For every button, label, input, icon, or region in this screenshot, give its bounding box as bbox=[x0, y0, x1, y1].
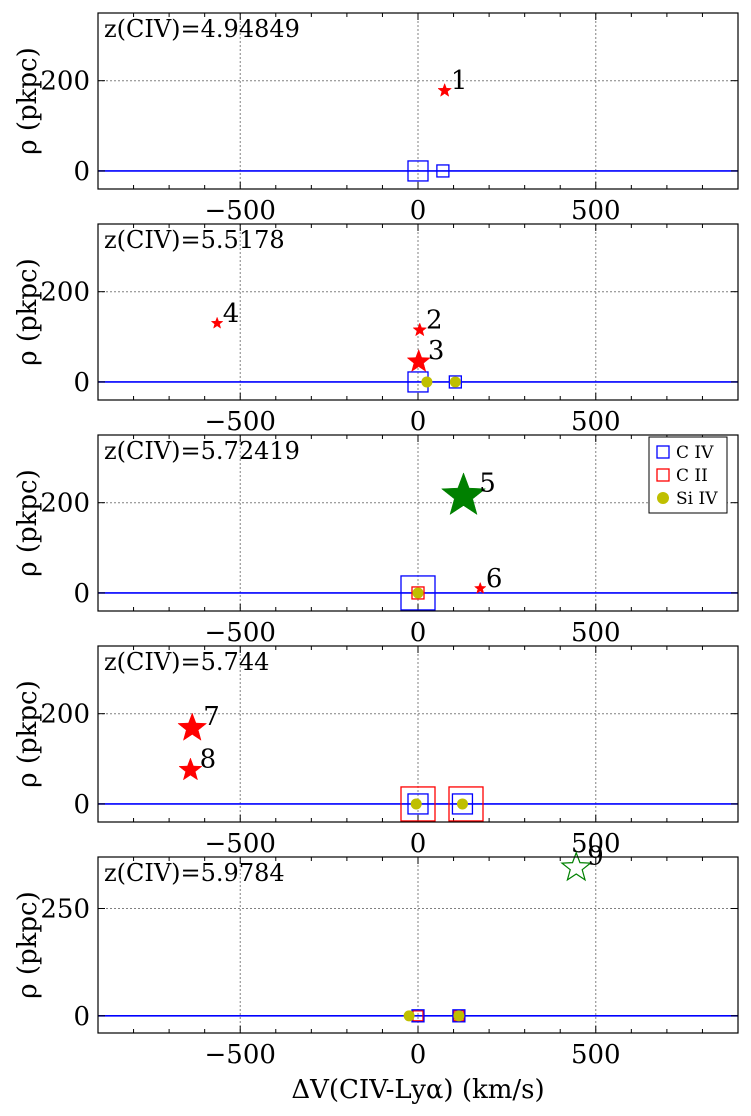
panel-frame bbox=[97, 223, 739, 401]
x-tick-label: 0 bbox=[410, 1040, 427, 1070]
legend-marker bbox=[656, 468, 670, 482]
y-tick-label: 0 bbox=[73, 157, 90, 187]
legend-marker bbox=[657, 492, 669, 504]
siv-circle bbox=[421, 376, 433, 388]
galaxy-star bbox=[473, 581, 487, 594]
redshift-label: z(CIV)=5.9784 bbox=[104, 859, 285, 887]
y-tick-label: 200 bbox=[40, 278, 90, 308]
y-tick-label: 0 bbox=[73, 1002, 90, 1032]
siv-circle bbox=[410, 798, 422, 810]
y-tick-label: 250 bbox=[40, 895, 90, 925]
y-tick-label: 0 bbox=[73, 579, 90, 609]
x-tick-label: 500 bbox=[571, 407, 621, 437]
galaxy-label: 6 bbox=[486, 564, 503, 594]
galaxy-star bbox=[406, 348, 431, 372]
x-tick-label: −500 bbox=[205, 618, 276, 648]
galaxy-star bbox=[440, 472, 487, 516]
x-tick-label: 0 bbox=[410, 407, 427, 437]
panel-3: −500 0 500 0 200 5 6 z(CIV)=5.72419 bbox=[40, 434, 739, 648]
y-tick-label: 200 bbox=[40, 67, 90, 97]
x-tick-label: 500 bbox=[571, 1040, 621, 1070]
civ-square bbox=[448, 375, 462, 389]
y-tick-label: 200 bbox=[40, 489, 90, 519]
civ-square bbox=[451, 793, 474, 815]
siv-circle bbox=[412, 587, 424, 599]
civ-square bbox=[436, 164, 450, 178]
cii-square bbox=[411, 586, 425, 600]
galaxy-label: 7 bbox=[203, 702, 220, 732]
civ-square bbox=[452, 1009, 466, 1023]
legend-entry: C IV bbox=[676, 443, 714, 463]
x-tick-label: −500 bbox=[205, 829, 276, 859]
galaxy-label: 5 bbox=[479, 468, 496, 498]
siv-circle bbox=[453, 1010, 465, 1022]
y-axis-label-panel-5: ρ (pkpc) bbox=[13, 891, 43, 998]
cii-square bbox=[400, 786, 436, 822]
y-tick-label: 200 bbox=[40, 700, 90, 730]
y-axis-label-panel-1: ρ (pkpc) bbox=[13, 47, 43, 154]
panel-1: −500 0 500 0 200 1 z(CIV)=4.94849 bbox=[40, 12, 739, 226]
legend-entry: Si IV bbox=[676, 489, 718, 509]
civ-square bbox=[407, 793, 429, 815]
redshift-label: z(CIV)=5.72419 bbox=[104, 437, 300, 465]
galaxy-label: 4 bbox=[223, 299, 240, 329]
redshift-label: z(CIV)=5.5178 bbox=[104, 226, 285, 254]
x-tick-label: 0 bbox=[410, 829, 427, 859]
panel-frame bbox=[97, 645, 739, 823]
galaxy-label: 8 bbox=[200, 745, 217, 775]
galaxy-star bbox=[437, 82, 452, 97]
y-tick-label: 0 bbox=[73, 368, 90, 398]
galaxy-star bbox=[177, 712, 208, 741]
galaxy-star bbox=[560, 851, 593, 882]
cii-square bbox=[448, 786, 484, 822]
panel-2: −500 0 500 0 200 23 4 z(CIV)=5.5178 bbox=[40, 223, 739, 437]
redshift-label: z(CIV)=4.94849 bbox=[104, 15, 300, 43]
civ-square bbox=[407, 160, 429, 182]
redshift-label: z(CIV)=5.744 bbox=[104, 648, 269, 676]
x-axis-label: ΔV(CIV-Lyα) (km/s) bbox=[291, 1075, 544, 1105]
y-axis-label-panel-2: ρ (pkpc) bbox=[13, 258, 43, 365]
x-tick-label: 500 bbox=[571, 618, 621, 648]
y-axis-label-panel-4: ρ (pkpc) bbox=[13, 680, 43, 787]
x-tick-label: 500 bbox=[571, 196, 621, 226]
y-axis-label-panel-3: ρ (pkpc) bbox=[13, 469, 43, 576]
panel-4: −500 0 500 0 200 7 8 z(CIV)=5.744 bbox=[40, 645, 739, 859]
galaxy-label: 1 bbox=[451, 66, 468, 96]
galaxy-star bbox=[412, 322, 428, 337]
legend-entry: C II bbox=[676, 466, 708, 486]
x-tick-label: 500 bbox=[571, 829, 621, 859]
x-tick-label: −500 bbox=[205, 407, 276, 437]
x-tick-label: −500 bbox=[205, 196, 276, 226]
galaxy-star bbox=[210, 316, 224, 329]
x-tick-label: −500 bbox=[205, 1040, 276, 1070]
panel-frame bbox=[97, 856, 739, 1034]
galaxy-star bbox=[178, 757, 203, 781]
siv-circle bbox=[449, 376, 461, 388]
x-tick-label: 0 bbox=[410, 618, 427, 648]
panel-frame bbox=[97, 434, 739, 612]
civ-square bbox=[400, 575, 436, 611]
y-tick-label: 0 bbox=[73, 790, 90, 820]
panel-frame bbox=[97, 12, 739, 190]
siv-circle bbox=[403, 1010, 415, 1022]
galaxy-label: 3 bbox=[428, 336, 445, 366]
siv-circle bbox=[456, 798, 468, 810]
x-tick-label: 0 bbox=[410, 196, 427, 226]
legend-marker bbox=[656, 445, 670, 459]
legend: C IV C II Si IV bbox=[648, 436, 728, 514]
galaxy-label: 2 bbox=[426, 306, 443, 336]
